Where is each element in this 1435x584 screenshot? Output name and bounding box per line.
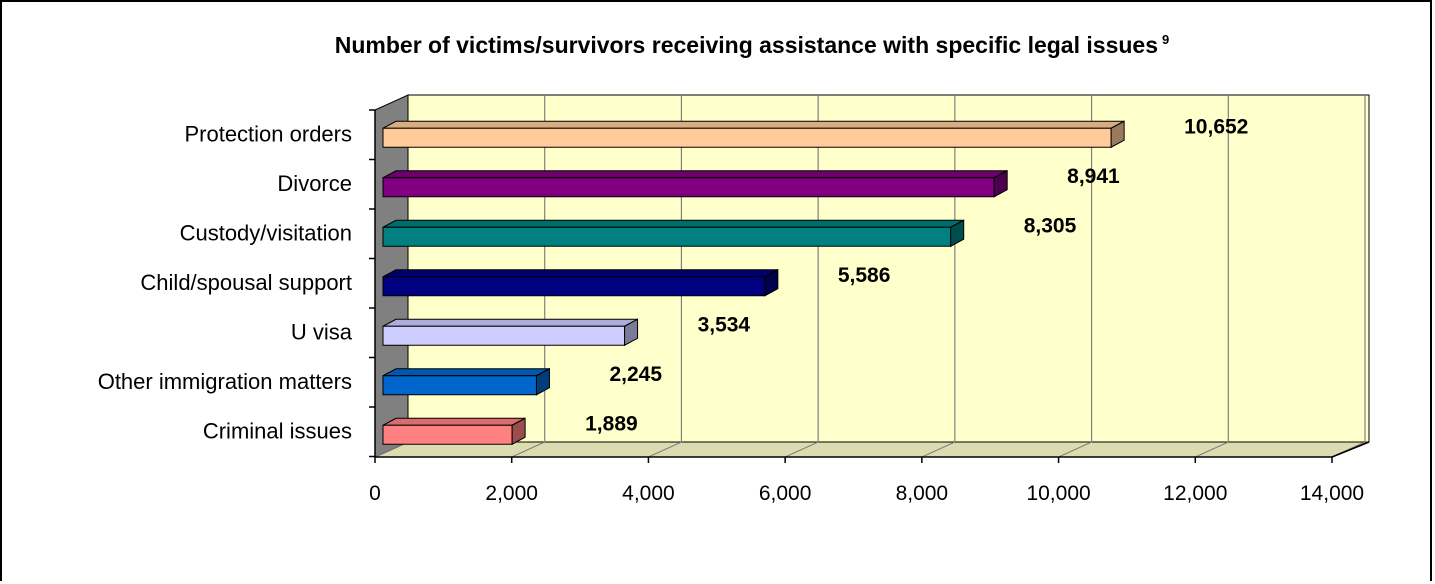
data-label: 2,245 — [609, 363, 662, 386]
bar-top — [382, 219, 964, 228]
category-label: Criminal issues — [203, 419, 352, 444]
bar-side — [950, 219, 965, 248]
floor-grid-line — [921, 441, 956, 458]
bar-top — [382, 120, 1125, 129]
floor-grid-line — [648, 441, 682, 458]
bar — [382, 120, 1125, 149]
bar-side — [764, 268, 779, 297]
bar-front — [382, 127, 1112, 148]
bar-top — [382, 269, 779, 278]
data-label: 8,941 — [1067, 165, 1120, 188]
bar-top — [382, 318, 638, 327]
x-tick-label: 10,000 — [1026, 482, 1090, 505]
x-tick-label: 2,000 — [485, 482, 538, 505]
bar-front — [382, 375, 537, 396]
data-label: 1,889 — [585, 412, 638, 435]
floor-panel — [374, 441, 1370, 458]
category-label: Divorce — [277, 171, 352, 196]
bar-side — [535, 367, 550, 396]
chart-title-footnote: 9 — [1162, 32, 1170, 48]
x-tick-label: 8,000 — [896, 482, 949, 505]
x-tick-label: 0 — [369, 482, 381, 505]
bar-front — [382, 276, 766, 297]
category-label: Protection orders — [184, 122, 352, 147]
bar-side — [1110, 120, 1125, 149]
bar-side — [993, 169, 1008, 198]
data-label: 5,586 — [838, 264, 891, 287]
bar-side — [511, 417, 526, 446]
data-label: 3,534 — [698, 313, 751, 336]
data-label: 8,305 — [1024, 214, 1077, 237]
back-wall — [407, 94, 1370, 443]
x-tick-label: 4,000 — [622, 482, 675, 505]
floor-grid-line — [784, 441, 819, 458]
chart-title: Number of victims/survivors receiving as… — [2, 32, 1435, 59]
chart-title-text: Number of victims/survivors receiving as… — [334, 32, 1158, 58]
bars — [382, 120, 1125, 446]
x-axis-ticks — [369, 109, 1333, 463]
bar — [382, 367, 550, 396]
bar-front — [382, 325, 626, 346]
category-label: Child/spousal support — [140, 270, 352, 295]
category-label: Custody/visitation — [180, 221, 352, 246]
category-label: Other immigration matters — [98, 369, 352, 394]
x-tick-label: 6,000 — [759, 482, 812, 505]
bar-front — [382, 424, 513, 445]
bar-top — [382, 417, 526, 426]
bar — [382, 219, 965, 248]
bar — [382, 318, 639, 347]
category-label: U visa — [291, 320, 353, 345]
floor-grid-line — [511, 441, 545, 458]
bar — [382, 268, 779, 297]
floor-grid-line — [1058, 441, 1092, 458]
x-axis-depth — [1331, 441, 1370, 458]
x-tick-label: 14,000 — [1300, 482, 1364, 505]
bar — [382, 417, 526, 446]
bar-top — [382, 170, 1008, 179]
bar-top — [382, 368, 550, 377]
floor-grid-line — [1195, 441, 1229, 458]
bar-side — [624, 318, 639, 347]
data-label: 10,652 — [1184, 115, 1248, 138]
bar-front — [382, 177, 995, 198]
bar — [382, 169, 1008, 198]
x-tick-label: 12,000 — [1163, 482, 1227, 505]
labels: 0 2,000 4,000 6,000 8,000 10,000 12,000 14,000 P… — [98, 115, 1364, 505]
grid-lines — [374, 95, 1366, 458]
bar-front — [382, 226, 952, 247]
